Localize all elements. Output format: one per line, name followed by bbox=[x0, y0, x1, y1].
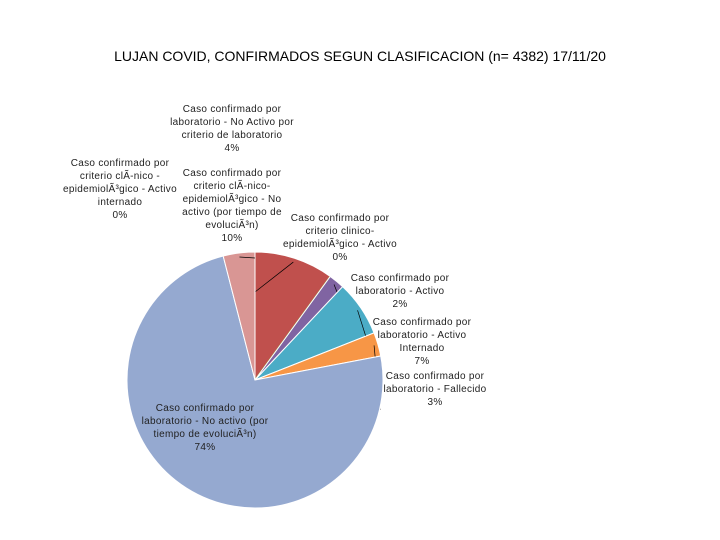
category-label: Caso confirmado por criterio clÃ-nico - … bbox=[63, 158, 177, 208]
data-label: Caso confirmado por laboratorio - Fallec… bbox=[379, 370, 491, 409]
value-label: 2% bbox=[392, 299, 408, 310]
data-label: Caso confirmado por criterio clÃ-nico-ep… bbox=[176, 167, 288, 245]
chart-title: LUJAN COVID, CONFIRMADOS SEGUN CLASIFICA… bbox=[114, 48, 606, 64]
pie-slice bbox=[254, 251, 331, 382]
data-label: Caso confirmado por laboratorio - Activo… bbox=[372, 316, 472, 368]
category-label: Caso confirmado por laboratorio - Activo bbox=[350, 273, 450, 297]
data-label: Caso confirmado por criterio clinico-epi… bbox=[279, 212, 401, 264]
data-label: Caso confirmado por laboratorio - No Act… bbox=[167, 103, 297, 155]
value-label: 3% bbox=[427, 397, 443, 408]
data-label: Caso confirmado por laboratorio - Activo… bbox=[344, 272, 456, 311]
category-label: Caso confirmado por criterio clinico-epi… bbox=[283, 213, 397, 250]
data-label: Caso confirmado por laboratorio - No act… bbox=[130, 402, 280, 454]
value-label: 10% bbox=[221, 233, 243, 244]
leader-line bbox=[254, 261, 294, 293]
value-label: 4% bbox=[224, 143, 240, 154]
pie-slice bbox=[222, 251, 256, 381]
category-label: Caso confirmado por laboratorio - Fallec… bbox=[383, 371, 487, 395]
category-label: Caso confirmado por laboratorio - Activo… bbox=[372, 317, 472, 354]
pie-slice bbox=[126, 255, 384, 509]
data-label: Caso confirmado por criterio clÃ-nico - … bbox=[61, 157, 179, 222]
value-label: 74% bbox=[194, 442, 216, 453]
value-label: 0% bbox=[112, 210, 128, 221]
category-label: Caso confirmado por laboratorio - No Act… bbox=[170, 104, 294, 141]
category-label: Caso confirmado por laboratorio - No act… bbox=[141, 403, 269, 440]
value-label: 7% bbox=[414, 356, 430, 367]
leader-line bbox=[239, 256, 256, 259]
category-label: Caso confirmado por criterio clÃ-nico-ep… bbox=[182, 168, 282, 231]
value-label: 0% bbox=[332, 252, 348, 263]
